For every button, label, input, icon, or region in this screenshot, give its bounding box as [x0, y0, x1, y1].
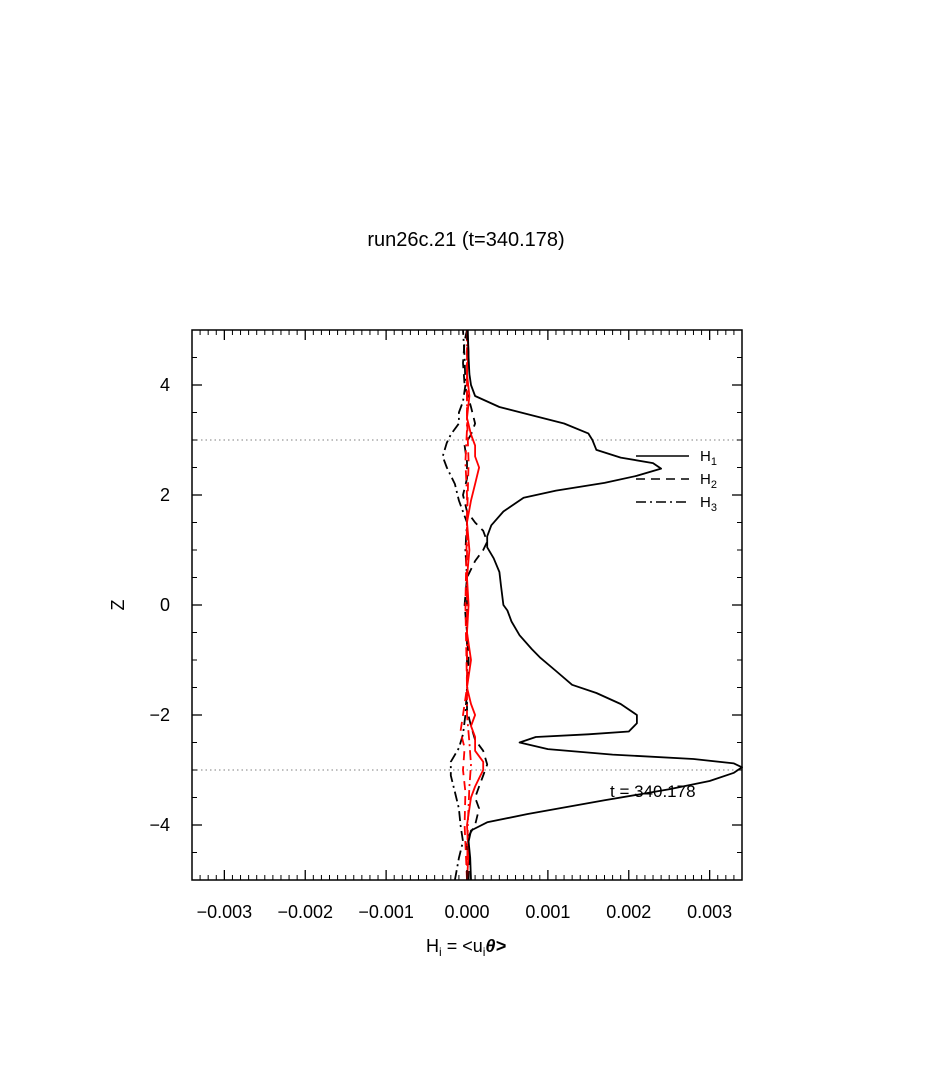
x-tick-label-5: 0.002 [606, 902, 651, 922]
x-axis-label: Hi = <uiθ> [426, 936, 506, 959]
series-layer [441, 329, 743, 881]
y-tick-label-4: −4 [149, 815, 170, 835]
y-tick-label-2: 0 [160, 595, 170, 615]
legend-label-2: H3 [700, 494, 717, 514]
x-axis-label-theta: θ> [485, 936, 506, 956]
series-line-2 [441, 329, 468, 881]
y-tick-label-3: −2 [149, 705, 170, 725]
series-line-3 [466, 329, 485, 881]
series-line-1 [462, 329, 489, 881]
legend: H1 H2 H3 [636, 448, 717, 514]
series-line-5 [464, 330, 472, 881]
x-tick-label-3: 0.000 [444, 902, 489, 922]
chart-title: run26c.21 (t=340.178) [367, 229, 564, 251]
legend-label-0: H1 [700, 448, 717, 468]
time-annotation: t = 340.178 [610, 782, 696, 801]
y-tick-label-1: 2 [160, 485, 170, 505]
x-tick-label-2: −0.001 [358, 902, 414, 922]
y-tick-labels: 4 2 0 −2 −4 [149, 375, 170, 835]
legend-label-1: H2 [700, 471, 717, 491]
axis-ticks [191, 330, 743, 880]
x-axis-label-rest: = <u [442, 936, 483, 956]
x-tick-label-0: −0.003 [197, 902, 253, 922]
x-axis-label-sub2: i [483, 945, 486, 959]
y-axis-label: Z [108, 600, 128, 611]
series-line-4 [459, 330, 470, 881]
x-tick-label-6: 0.003 [687, 902, 732, 922]
x-axis-label-h: H [426, 936, 439, 956]
x-tick-label-4: 0.001 [525, 902, 570, 922]
x-tick-label-1: −0.002 [277, 902, 333, 922]
x-axis-label-sub: i [439, 945, 442, 959]
y-tick-label-0: 4 [160, 375, 170, 395]
series-line-0 [466, 329, 743, 881]
x-tick-labels: −0.003 −0.002 −0.001 0.000 0.001 0.002 0.003 [197, 902, 733, 922]
